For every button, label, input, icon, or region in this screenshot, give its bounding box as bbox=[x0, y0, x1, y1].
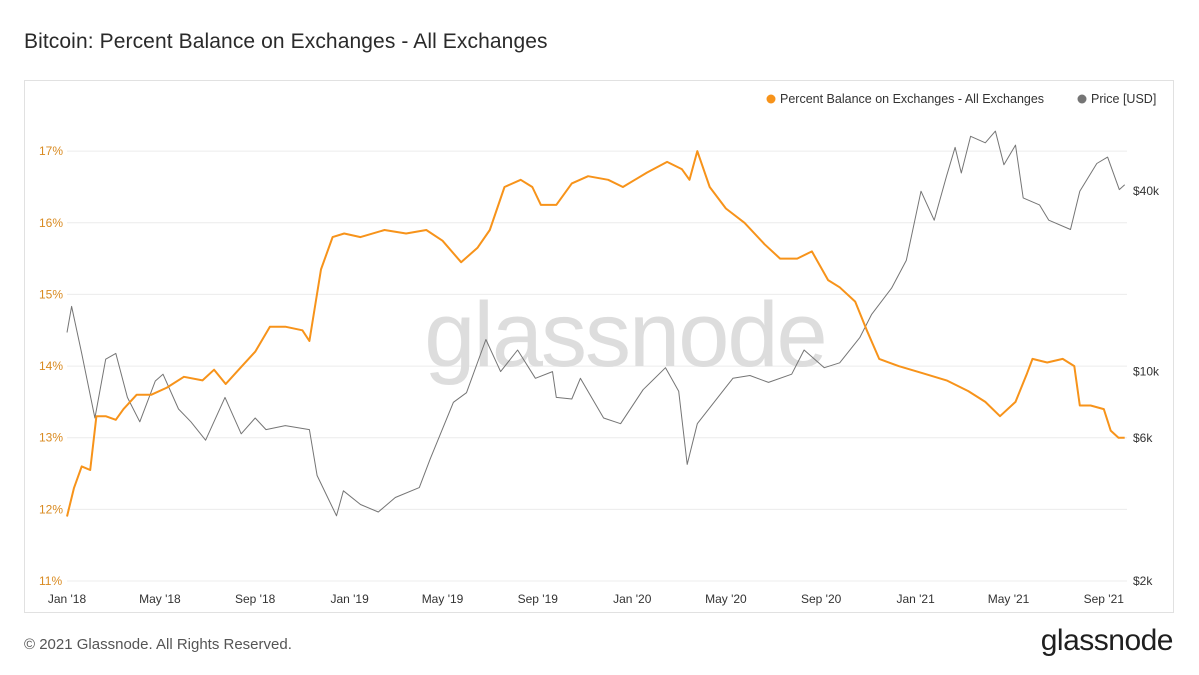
grid bbox=[67, 150, 1127, 582]
series-layer bbox=[66, 130, 1126, 517]
x-tick-label: Sep '19 bbox=[518, 592, 559, 606]
x-tick-label: May '19 bbox=[422, 592, 464, 606]
legend-item-price[interactable]: Price [USD] bbox=[1077, 92, 1157, 106]
legend-item-balance[interactable]: Percent Balance on Exchanges - All Excha… bbox=[766, 92, 1045, 106]
legend[interactable]: Percent Balance on Exchanges - All Excha… bbox=[766, 92, 1157, 106]
right-tick-label: $6k bbox=[1133, 431, 1153, 445]
x-tick-label: Jan '21 bbox=[896, 592, 935, 606]
right-tick-label: $40k bbox=[1133, 184, 1160, 198]
x-tick-label: May '20 bbox=[705, 592, 747, 606]
x-tick-label: Sep '20 bbox=[801, 592, 842, 606]
price-series-line bbox=[66, 130, 1126, 517]
page-title: Bitcoin: Percent Balance on Exchanges - … bbox=[24, 30, 548, 53]
chart-frame: glassnode 11% 12% 13% 14% 15% 16% 17% $2k $6k $1… bbox=[24, 80, 1174, 613]
right-axis: $2k $6k $10k $40k bbox=[1133, 184, 1160, 588]
balance-series-line bbox=[66, 150, 1125, 517]
watermark: glassnode bbox=[424, 284, 825, 386]
x-tick-label: Sep '21 bbox=[1084, 592, 1125, 606]
left-axis: 11% 12% 13% 14% 15% 16% 17% bbox=[39, 144, 63, 588]
x-axis: Jan '18 May '18 Sep '18 Jan '19 May '19 Sep '… bbox=[48, 592, 1124, 606]
left-tick-label: 13% bbox=[39, 431, 63, 445]
chart-canvas: glassnode 11% 12% 13% 14% 15% 16% 17% $2k $6k $1… bbox=[39, 92, 1160, 606]
legend-label: Percent Balance on Exchanges - All Excha… bbox=[780, 92, 1044, 106]
left-tick-label: 14% bbox=[39, 359, 63, 373]
legend-dot-icon bbox=[766, 94, 776, 104]
left-tick-label: 11% bbox=[39, 574, 62, 588]
right-tick-label: $2k bbox=[1133, 574, 1153, 588]
legend-dot-icon bbox=[1077, 94, 1087, 104]
copyright-text: © 2021 Glassnode. All Rights Reserved. bbox=[24, 636, 292, 653]
x-tick-label: May '18 bbox=[139, 592, 181, 606]
glassnode-logo[interactable]: glassnode bbox=[1040, 624, 1174, 657]
x-tick-label: Jan '18 bbox=[48, 592, 87, 606]
right-tick-label: $10k bbox=[1133, 365, 1160, 379]
left-tick-label: 15% bbox=[39, 287, 63, 301]
x-tick-label: Sep '18 bbox=[235, 592, 276, 606]
x-tick-label: May '21 bbox=[988, 592, 1030, 606]
left-tick-label: 12% bbox=[39, 502, 63, 516]
x-tick-label: Jan '20 bbox=[613, 592, 652, 606]
legend-label: Price [USD] bbox=[1091, 92, 1156, 106]
left-tick-label: 16% bbox=[39, 216, 63, 230]
x-tick-label: Jan '19 bbox=[330, 592, 369, 606]
left-tick-label: 17% bbox=[39, 144, 63, 158]
